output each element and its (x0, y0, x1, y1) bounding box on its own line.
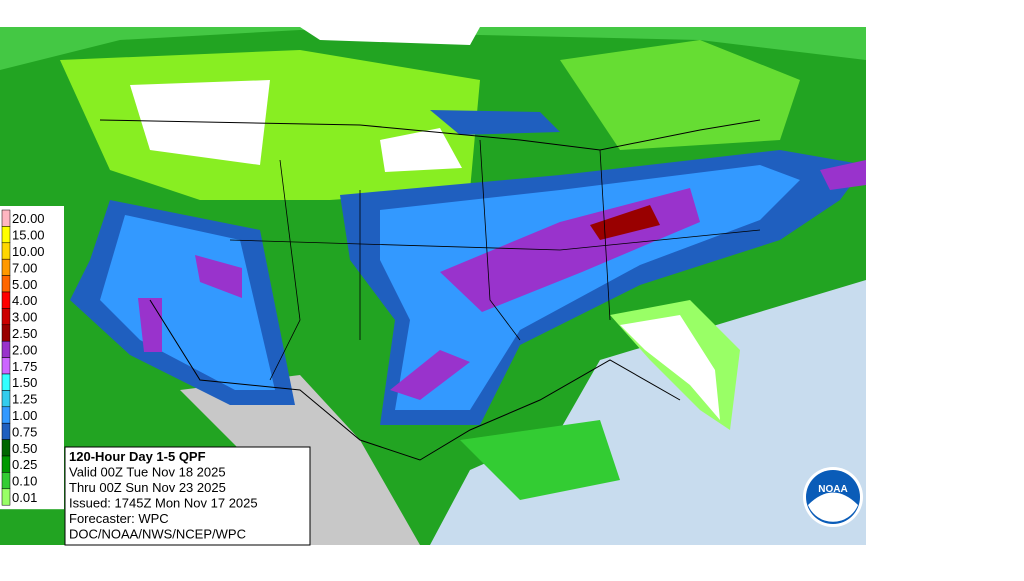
state-line (229, 229, 761, 251)
precip-area (560, 40, 800, 150)
info-line: DOC/NOAA/NWS/NCEP/WPC (69, 527, 246, 542)
legend-background (0, 206, 64, 510)
logo-wave (808, 492, 858, 522)
legend-swatch (1, 258, 11, 276)
legend-label: 4.00 (12, 293, 37, 308)
precip-area (820, 160, 866, 190)
precip-area (430, 110, 560, 135)
legend-swatch (1, 488, 11, 506)
legend-label: 2.00 (12, 342, 37, 357)
legend-label: 2.50 (12, 326, 37, 341)
logo-text: NOAA (818, 484, 847, 495)
legend-swatch (1, 439, 11, 457)
legend-label: 7.00 (12, 260, 37, 275)
precip-area (390, 350, 470, 400)
precip-area (0, 27, 866, 70)
legend-swatch (1, 291, 11, 309)
border-line (149, 299, 681, 461)
no-precip-area (130, 80, 270, 165)
info-box (64, 446, 311, 546)
legend-label: 20.00 (12, 211, 45, 226)
legend-label: 0.25 (12, 457, 37, 472)
legend-swatch (1, 308, 11, 326)
legend-swatch (1, 209, 11, 227)
legend-label: 5.00 (12, 277, 37, 292)
legend-swatch (1, 472, 11, 490)
legend-swatch (1, 324, 11, 342)
legend-swatch (1, 373, 11, 391)
info-line: Valid 00Z Tue Nov 18 2025 (69, 465, 226, 480)
no-precip-area (620, 315, 720, 420)
legend-swatch (1, 226, 11, 244)
precip-area (195, 255, 242, 298)
legend-swatch (1, 340, 11, 358)
info-line: Issued: 1745Z Mon Nov 17 2025 (69, 496, 258, 511)
legend-swatch (1, 390, 11, 408)
info-line: Thru 00Z Sun Nov 23 2025 (69, 480, 226, 495)
info-title: 120-Hour Day 1-5 QPF (69, 449, 206, 464)
precip-area (460, 420, 620, 500)
no-precip-area (380, 128, 462, 172)
legend-label: 10.00 (12, 244, 45, 259)
border-line (99, 119, 761, 151)
no-precip-area (300, 27, 480, 45)
state-line (599, 149, 611, 321)
legend-swatch (1, 357, 11, 375)
legend-label: 0.75 (12, 424, 37, 439)
info-line: Forecaster: WPC (69, 511, 169, 526)
legend-label: 1.25 (12, 392, 37, 407)
legend-label: 1.00 (12, 408, 37, 423)
legend-label: 1.75 (12, 359, 37, 374)
precip-area (590, 205, 660, 240)
legend-swatch (1, 406, 11, 424)
legend-swatch (1, 455, 11, 473)
legend-label: 15.00 (12, 228, 45, 243)
state-line (479, 139, 521, 341)
legend-label: 3.00 (12, 310, 37, 325)
legend-label: 0.10 (12, 474, 37, 489)
legend-swatch (1, 422, 11, 440)
legend-label: 0.50 (12, 441, 37, 456)
legend-swatch (1, 242, 11, 260)
legend-label: 0.01 (12, 490, 37, 505)
legend-swatch (1, 275, 11, 293)
state-line (269, 159, 301, 381)
precip-area (100, 215, 275, 390)
precip-area (138, 298, 162, 352)
legend-label: 1.50 (12, 375, 37, 390)
